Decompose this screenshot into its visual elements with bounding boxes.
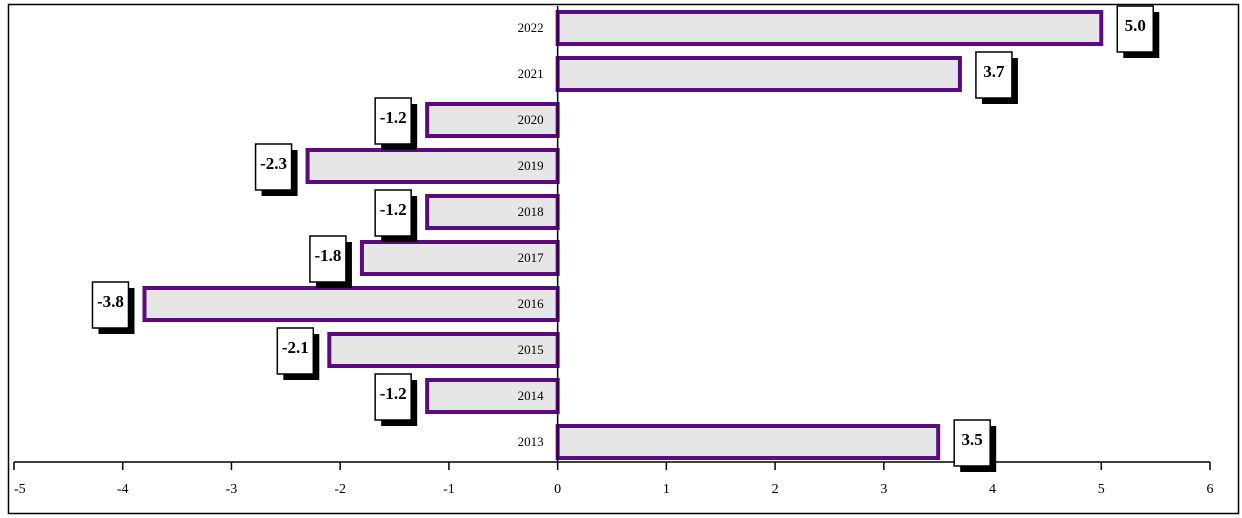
- x-tick-label: -2: [334, 482, 346, 497]
- data-label-2015: -2.1: [282, 338, 309, 357]
- bar-2018: [425, 194, 560, 230]
- data-label-2020: -1.2: [380, 108, 407, 127]
- x-tick-label: 1: [663, 482, 670, 497]
- category-label: 2020: [518, 112, 544, 127]
- data-label-2013: 3.5: [962, 430, 983, 449]
- x-tick-label: 6: [1207, 482, 1214, 497]
- category-label: 2021: [518, 66, 544, 81]
- data-label-box: [1116, 5, 1155, 53]
- bar-2016: [142, 286, 560, 322]
- data-label-box: [374, 373, 412, 421]
- category-label: 2015: [518, 342, 544, 357]
- data-label-box: [309, 235, 347, 283]
- category-label: 2018: [518, 204, 544, 219]
- bar-2015: [327, 332, 560, 368]
- category-labels-layer: 2013 2014 2015 2016 2017 2018 2019 2020 2021 2022: [518, 20, 545, 449]
- x-tick-label: -1: [443, 482, 455, 497]
- data-label-2022: 5.0: [1125, 16, 1146, 35]
- category-label: 2022: [518, 20, 544, 35]
- category-label: 2013: [518, 434, 544, 449]
- data-label-2017: -1.8: [314, 246, 341, 265]
- data-label-box: [374, 97, 412, 145]
- data-label-box: [276, 327, 315, 375]
- x-ticks-layer: -5 -4 -3 -2 -1 0 1 2 3 4 5 6: [13, 462, 1214, 497]
- category-label: 2017: [518, 250, 545, 265]
- data-label-2019: -2.3: [260, 154, 287, 173]
- category-label: 2016: [518, 296, 545, 311]
- data-label-box: [953, 419, 991, 467]
- bar-2013: [555, 424, 941, 460]
- category-label: 2019: [518, 158, 544, 173]
- bar-2022: [555, 10, 1104, 46]
- data-label-2021: 3.7: [983, 62, 1005, 81]
- x-tick-label: -3: [226, 482, 238, 497]
- bar-2021: [555, 56, 962, 92]
- plot-frame: [7, 3, 1240, 515]
- data-label-box: [975, 51, 1013, 99]
- x-tick-label: 2: [772, 482, 779, 497]
- bars-layer: [142, 10, 1104, 460]
- data-labels-layer: 3.5 -1.2 -2.1 -3.8 -1.8 -1.2 -2.3 -1.2 3.7 5.0: [91, 5, 1160, 472]
- x-tick-label: 0: [554, 482, 561, 497]
- x-tick-label: -5: [14, 482, 26, 497]
- data-label-2016: -3.8: [97, 292, 124, 311]
- data-label-box: [374, 189, 412, 237]
- data-label-box: [254, 143, 293, 191]
- bar-2014: [425, 378, 560, 414]
- x-tick-label: 5: [1098, 482, 1105, 497]
- bar-2019: [305, 148, 560, 184]
- data-label-2014: -1.2: [380, 384, 407, 403]
- x-tick-label: 3: [880, 482, 887, 497]
- x-tick-label: 4: [989, 482, 996, 497]
- x-tick-label: -4: [117, 482, 129, 497]
- data-label-box: [91, 281, 130, 329]
- data-label-2018: -1.2: [380, 200, 407, 219]
- category-label: 2014: [518, 388, 545, 403]
